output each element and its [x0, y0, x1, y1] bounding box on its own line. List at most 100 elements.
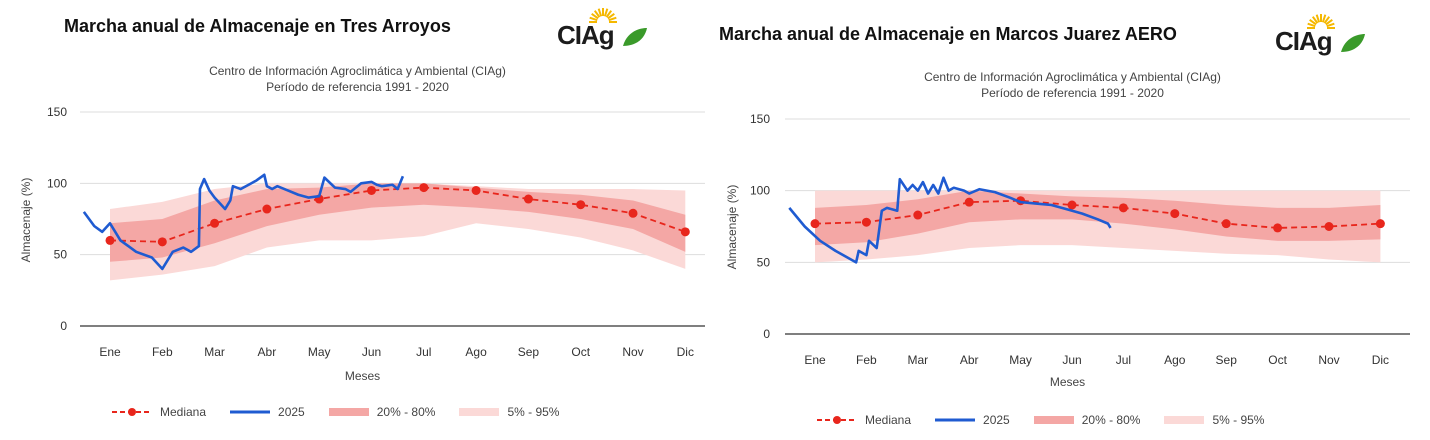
legend-swatch-2025 [230, 410, 271, 414]
ciag-logo: CIAg [557, 6, 649, 50]
x-tick-label: Abr [258, 345, 277, 359]
x-tick-label: Jul [416, 345, 431, 359]
mediana-point [1118, 203, 1128, 213]
mediana-point [680, 227, 690, 237]
mediana-point [1375, 219, 1385, 229]
mediana-point [210, 218, 220, 228]
chart-legend: Mediana 2025 20% - 80% 5% - 95% [110, 405, 581, 419]
mediana-point [1273, 223, 1283, 233]
sun-ray [1311, 16, 1319, 24]
sun-ray [608, 16, 617, 22]
legend-item-band-outer: 5% - 95% [457, 405, 559, 419]
x-tick-label: Mar [907, 353, 928, 367]
mediana-point [419, 183, 429, 193]
chart-subtitle: Centro de Información Agroclimática y Am… [924, 70, 1221, 84]
legend-label: 20% - 80% [376, 405, 436, 419]
chart-plot-area: 0 50 100 150 Ene Feb Mar Abr May Jun Jul Ago Sep Oct N… [19, 105, 705, 383]
chart-subtitle-period: Período de referencia 1991 - 2020 [266, 80, 449, 94]
legend-label: Mediana [160, 405, 207, 419]
sun-ray [607, 12, 615, 20]
chart-legend: Mediana 2025 20% - 80% 5% - 95% [815, 413, 1286, 427]
sun-ray [1325, 18, 1333, 26]
legend-label: 5% - 95% [507, 405, 560, 419]
y-tick-label: 150 [47, 105, 67, 119]
x-tick-label: May [308, 345, 331, 359]
mediana-point [1067, 200, 1077, 210]
x-tick-label: Ago [1164, 353, 1186, 367]
x-tick-label: Feb [856, 353, 877, 367]
sun-ray [591, 12, 599, 20]
chart-plot-area: 0 50 100 150 Ene Feb Mar Abr May Jun Jul Ago Sep Oct N… [725, 112, 1410, 389]
y-axis-label: Almacenaje (%) [725, 185, 739, 270]
x-tick-label: Oct [571, 345, 590, 359]
legend-label: 5% - 95% [1212, 413, 1265, 427]
mediana-point [861, 217, 871, 227]
x-tick-label: Ene [804, 353, 826, 367]
mediana-point [628, 208, 638, 218]
x-tick-label: Jun [1062, 353, 1081, 367]
legend-item-band-inner: 20% - 80% [1032, 413, 1141, 427]
legend-label: 20% - 80% [1081, 413, 1141, 427]
legend-swatch-mediana [817, 416, 857, 424]
sun-ray [1323, 16, 1331, 24]
x-tick-label: Jul [1116, 353, 1131, 367]
y-tick-label: 100 [47, 176, 67, 190]
legend-label: 2025 [278, 405, 305, 419]
sun-ray [605, 10, 613, 18]
x-tick-label: Sep [1216, 353, 1238, 367]
logo-text: CIAg [557, 20, 615, 50]
x-tick-label: Ago [465, 345, 487, 359]
mediana-point [523, 194, 533, 204]
x-tick-label: May [1009, 353, 1032, 367]
band-20-80 [110, 183, 686, 262]
band-20-80 [815, 190, 1381, 246]
chart-panel-marcos-juarez: Marcha anual de Almacenaje en Marcos Jua… [715, 0, 1430, 440]
mediana-point [367, 185, 376, 195]
sun-ray [1321, 14, 1327, 23]
x-tick-label: Nov [1318, 353, 1339, 367]
mediana-point [964, 197, 974, 207]
legend-swatch-band-outer [459, 408, 500, 416]
chart-panel-tres-arroyos: Marcha anual de Almacenaje en Tres Arroy… [19, 6, 705, 419]
y-tick-label: 100 [750, 184, 770, 198]
x-tick-label: Oct [1268, 353, 1287, 367]
chart-subtitle: Centro de Información Agroclimática y Am… [209, 64, 506, 78]
sun-ray [1326, 22, 1335, 28]
x-axis-label: Meses [345, 369, 380, 383]
x-tick-label: Ene [99, 345, 121, 359]
legend-item-mediana: Mediana [815, 413, 911, 427]
mediana-point [471, 185, 481, 195]
sun-ray [589, 16, 598, 22]
mediana-point [262, 204, 272, 214]
x-tick-label: Sep [518, 345, 540, 359]
x-tick-label: Dic [1372, 353, 1389, 367]
legend-label: 2025 [983, 413, 1010, 427]
legend-swatch-band-inner [1033, 416, 1074, 424]
mediana-point [105, 235, 115, 245]
y-axis-label: Almacenaje (%) [19, 178, 33, 263]
mediana-point [157, 237, 167, 247]
series-line-2025 [82, 173, 405, 271]
legend-item-band-inner: 20% - 80% [327, 405, 436, 419]
mediana-point [576, 200, 586, 210]
series-line-2025 [788, 176, 1112, 264]
y-tick-label: 50 [757, 255, 771, 269]
mediana-point [1324, 222, 1334, 231]
x-tick-label: Abr [960, 353, 979, 367]
logo-sun-icon [1307, 14, 1365, 52]
mediana-point [913, 210, 923, 220]
legend-swatch-band-outer [1164, 416, 1205, 424]
mediana-point [1221, 219, 1231, 229]
x-tick-label: Feb [152, 345, 173, 359]
sun-ray [1307, 22, 1316, 28]
y-tick-label: 50 [54, 248, 68, 262]
legend-item-band-outer: 5% - 95% [1162, 413, 1264, 427]
logo-sun-icon [589, 8, 647, 46]
x-tick-label: Nov [622, 345, 643, 359]
sun-ray [597, 8, 603, 17]
legend-item-mediana: Mediana [110, 405, 206, 419]
sun-ray [593, 10, 601, 18]
y-tick-label: 0 [763, 327, 770, 341]
y-tick-label: 0 [60, 319, 67, 333]
ciag-logo: CIAg [1275, 12, 1367, 56]
